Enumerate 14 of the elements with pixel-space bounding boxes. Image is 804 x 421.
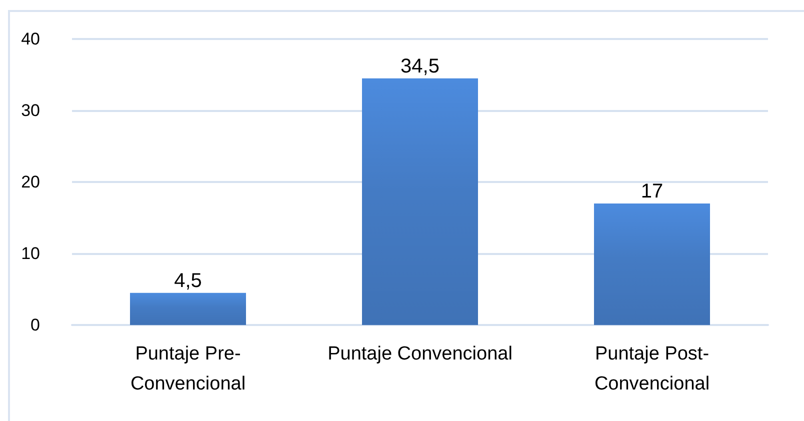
x-tick-label: Puntaje Pre- Convencional <box>130 344 246 394</box>
bar <box>362 78 478 325</box>
data-label: 17 <box>640 180 664 202</box>
y-tick-label: 10 <box>21 244 40 263</box>
x-tick-label: Puntaje Post- Convencional <box>594 344 710 394</box>
bar <box>130 292 246 325</box>
y-tick-label: 30 <box>21 101 40 120</box>
data-label: 4,5 <box>174 270 202 292</box>
data-label: 34,5 <box>400 55 440 78</box>
bar <box>594 203 710 325</box>
x-tick-label: Puntaje Convencional <box>328 344 512 364</box>
y-tick-label: 20 <box>21 172 40 192</box>
y-tick-label: 40 <box>21 30 40 48</box>
y-tick-label: 0 <box>30 316 40 334</box>
